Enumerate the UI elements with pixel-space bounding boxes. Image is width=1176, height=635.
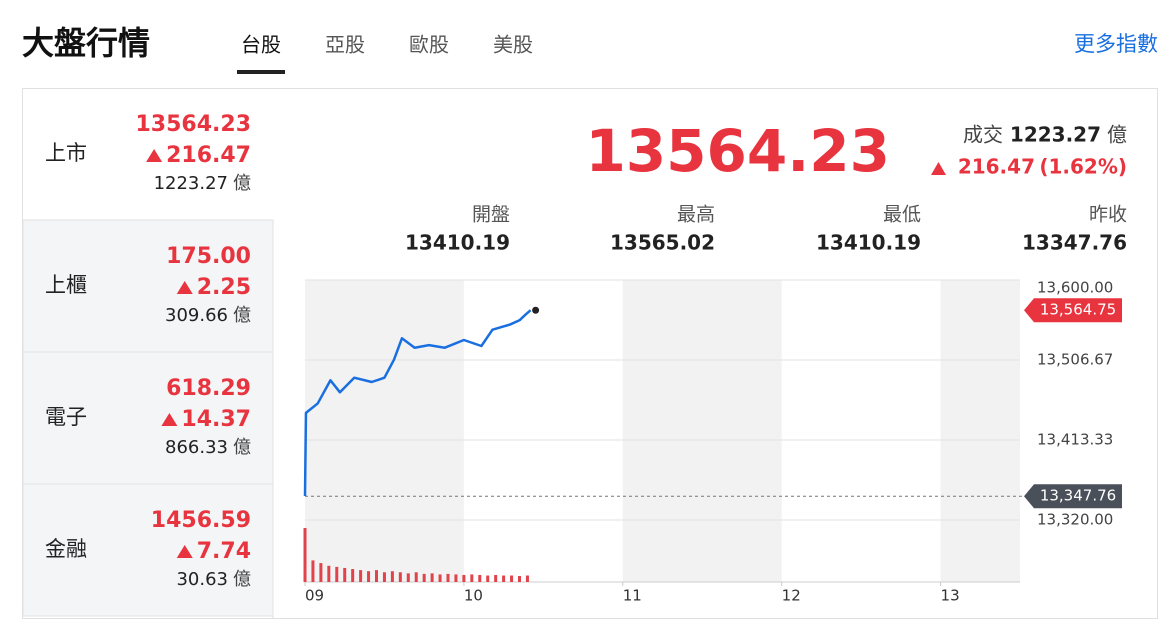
volume-bar bbox=[478, 574, 482, 582]
stat-value: 13410.19 bbox=[405, 231, 510, 255]
market-change: 216.47 bbox=[166, 143, 251, 168]
stat-value: 13565.02 bbox=[610, 231, 715, 255]
price-flag-label: 13,564.75 bbox=[1040, 301, 1116, 319]
last-dot bbox=[532, 306, 540, 314]
y-tick-label: 13,413.33 bbox=[1037, 431, 1113, 449]
volume-bar bbox=[470, 574, 474, 582]
volume-bar bbox=[518, 576, 521, 582]
volume-bar bbox=[446, 573, 450, 582]
up-arrow bbox=[176, 545, 193, 558]
percent: (1.62%) bbox=[1039, 155, 1127, 179]
volume-bar bbox=[398, 572, 402, 582]
volume-bar bbox=[375, 570, 378, 582]
market-volume: 309.66 bbox=[165, 305, 228, 326]
volume-bar bbox=[303, 528, 307, 582]
market-unit: 億 bbox=[233, 173, 251, 194]
volume-bar bbox=[319, 563, 323, 582]
volume-bar bbox=[311, 560, 315, 582]
volume-bar bbox=[406, 573, 410, 582]
stat-label: 開盤 bbox=[472, 204, 510, 226]
market-price: 175.00 bbox=[166, 244, 251, 269]
volume-bar bbox=[359, 570, 363, 582]
volume-bar bbox=[422, 573, 426, 582]
volume-bar bbox=[494, 574, 498, 582]
market-volume: 30.63 bbox=[176, 569, 228, 590]
market-change: 2.25 bbox=[197, 275, 251, 300]
volume-bar bbox=[430, 573, 434, 582]
market-price: 13564.23 bbox=[135, 112, 251, 137]
change: 216.47 bbox=[958, 155, 1035, 179]
tab-underline bbox=[237, 70, 285, 74]
market-unit: 億 bbox=[233, 437, 251, 458]
market-name: 電子 bbox=[45, 405, 87, 429]
volume-bar bbox=[327, 565, 331, 582]
row-bg bbox=[22, 219, 274, 353]
volume-bar bbox=[454, 574, 458, 582]
volume-bar bbox=[510, 575, 514, 582]
market-change: 7.74 bbox=[197, 539, 251, 564]
y-tick-label: 13,600.00 bbox=[1037, 279, 1113, 297]
price-flag bbox=[1024, 484, 1122, 509]
volume-bar bbox=[343, 567, 347, 582]
title: 大盤行情 bbox=[22, 24, 150, 62]
up-arrow bbox=[176, 281, 193, 294]
volume-bar bbox=[438, 574, 442, 582]
price-flag-label: 13,347.76 bbox=[1040, 487, 1116, 505]
y-tick-label: 13,506.67 bbox=[1037, 350, 1113, 368]
x-tick-label: 09 bbox=[305, 587, 324, 605]
volume-bar bbox=[525, 575, 529, 582]
market-unit: 億 bbox=[233, 305, 251, 326]
row-bg bbox=[22, 351, 274, 485]
up-arrow bbox=[161, 413, 178, 426]
stat-value: 13410.19 bbox=[816, 231, 921, 255]
market-volume: 866.33 bbox=[165, 437, 228, 458]
volume-bar bbox=[390, 571, 394, 582]
tab[interactable]: 亞股 bbox=[325, 33, 365, 57]
volume-bar bbox=[335, 566, 339, 582]
stat-value: 13347.76 bbox=[1022, 231, 1127, 255]
x-tick-label: 12 bbox=[782, 587, 801, 605]
y-tick-label: 13,320.00 bbox=[1037, 511, 1113, 529]
tab[interactable]: 歐股 bbox=[409, 33, 449, 57]
up-arrow bbox=[931, 162, 946, 175]
market-name: 金融 bbox=[45, 537, 87, 561]
volume: 1223.27 bbox=[1010, 123, 1101, 147]
more-link[interactable]: 更多指數 bbox=[1074, 32, 1158, 56]
volume-bar bbox=[367, 571, 371, 582]
market-unit: 億 bbox=[233, 569, 251, 590]
market-price: 1456.59 bbox=[151, 508, 251, 533]
volume-unit: 億 bbox=[1107, 123, 1127, 147]
band bbox=[305, 280, 464, 582]
tab[interactable]: 台股 bbox=[241, 33, 281, 57]
volume-bar bbox=[462, 574, 466, 582]
big-price: 13564.23 bbox=[585, 117, 890, 185]
volume-bar bbox=[382, 572, 386, 582]
stat-label: 最低 bbox=[883, 204, 921, 226]
market-price: 618.29 bbox=[166, 376, 251, 401]
market-name: 上市 bbox=[45, 141, 87, 165]
stat-label: 最高 bbox=[677, 204, 715, 226]
volume-bar bbox=[502, 575, 506, 582]
volume-label: 成交 bbox=[963, 123, 1003, 147]
price-flag bbox=[1024, 298, 1122, 323]
tab[interactable]: 美股 bbox=[493, 33, 533, 57]
market-name: 上櫃 bbox=[45, 273, 87, 297]
price-line bbox=[303, 309, 532, 497]
x-tick-label: 11 bbox=[623, 587, 642, 605]
volume-bar bbox=[414, 572, 418, 582]
market-volume: 1223.27 bbox=[154, 173, 228, 194]
x-tick-label: 10 bbox=[464, 587, 483, 605]
market-change: 14.37 bbox=[181, 407, 251, 432]
band bbox=[622, 280, 782, 582]
stat-label: 昨收 bbox=[1089, 204, 1127, 226]
volume-bar bbox=[486, 575, 490, 582]
band bbox=[940, 280, 1020, 582]
up-arrow bbox=[146, 149, 163, 162]
x-tick-label: 13 bbox=[941, 587, 960, 605]
row-bg bbox=[22, 483, 274, 617]
volume-bar bbox=[351, 569, 355, 582]
